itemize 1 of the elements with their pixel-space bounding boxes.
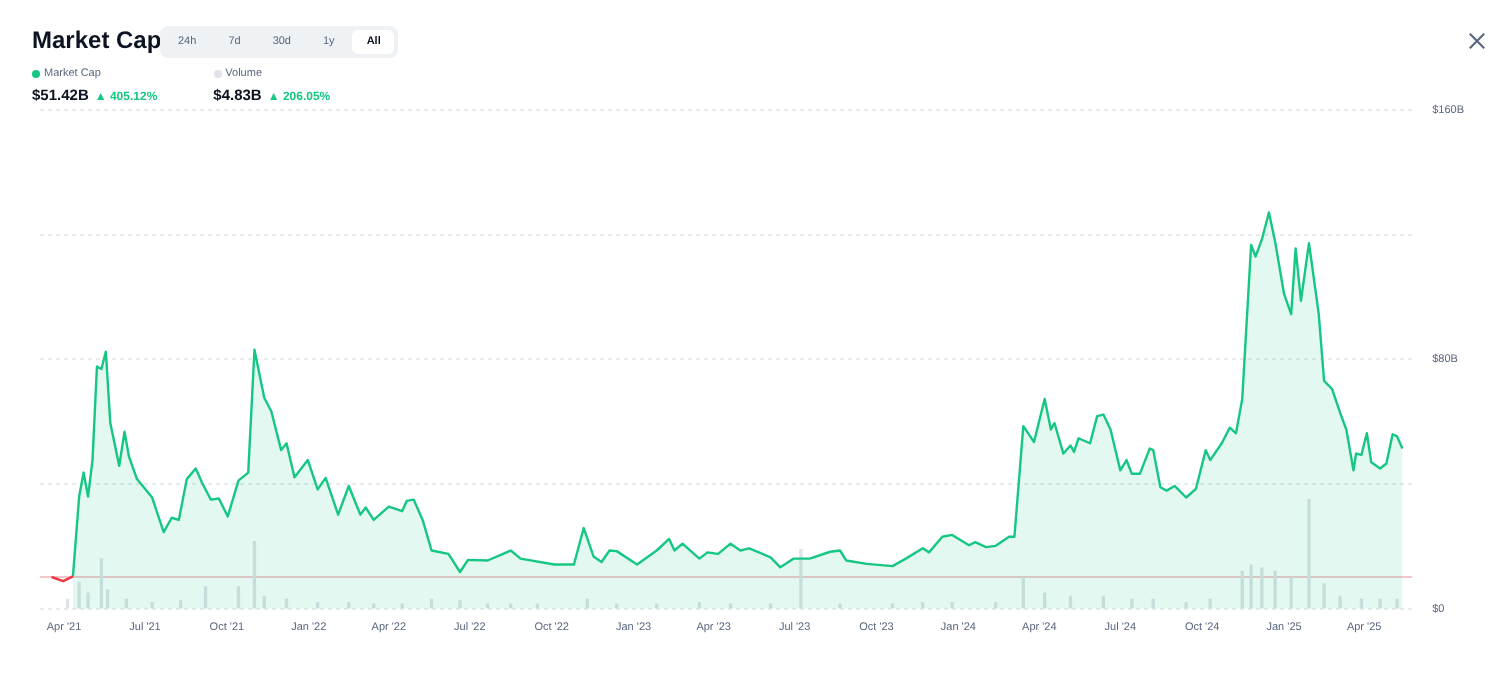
chart-title: Market Cap: [32, 26, 162, 54]
